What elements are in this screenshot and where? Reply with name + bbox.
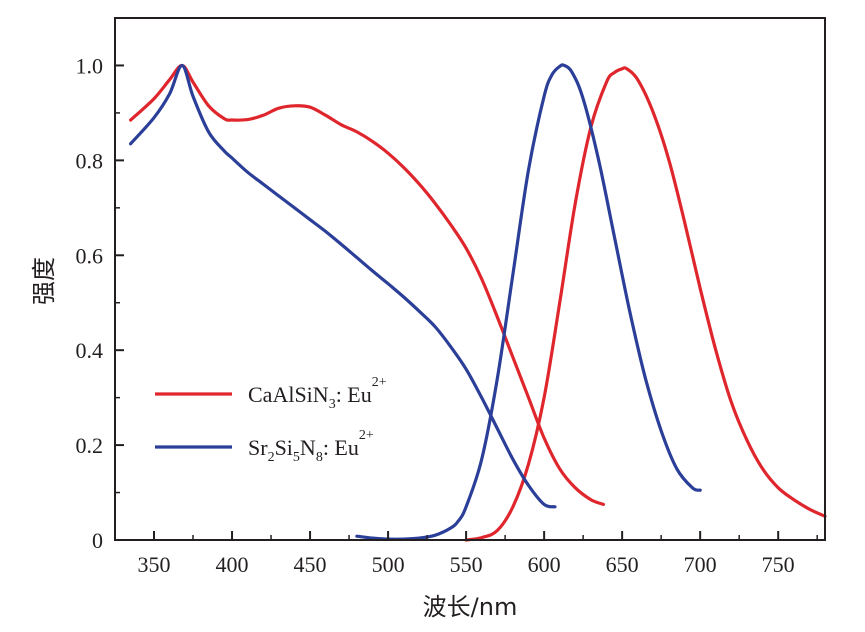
y-tick-label: 0.4 [76,338,104,363]
x-tick-label: 500 [372,552,405,577]
plot-frame [114,17,826,541]
y-tick-label: 1.0 [76,53,104,78]
legend: CaAlSiN3: Eu2+ Sr2Si5N8: Eu2+ [155,375,387,465]
x-tick-label: 450 [294,552,327,577]
x-tick-label: 650 [606,552,639,577]
series-1-line-2 [464,66,827,542]
legend-label-1: CaAlSiN3: Eu2+ [248,375,387,412]
y-tick-label: 0.2 [76,433,104,458]
series-lines [129,63,827,542]
x-axis-title: 波长/nm [423,593,518,621]
y-tick-label: 0 [92,528,103,553]
x-tick-label: 350 [138,552,171,577]
x-tick-label: 750 [762,552,795,577]
x-tick-label: 550 [450,552,483,577]
y-axis-title: 强度 [30,257,58,305]
series-1-line-1 [129,63,605,506]
axis-ticks: 350 400 450 500 550 600 650 700 750 0 0.2 0.4 0.6 0.8… [76,53,818,577]
series-2-line-1 [129,63,557,509]
legend-label-2: Sr2Si5N8: Eu2+ [248,428,374,465]
x-tick-label: 600 [528,552,561,577]
x-tick-label: 400 [216,552,249,577]
x-tick-label: 700 [684,552,717,577]
y-tick-label: 0.8 [76,148,104,173]
y-tick-label: 0.6 [76,243,104,268]
